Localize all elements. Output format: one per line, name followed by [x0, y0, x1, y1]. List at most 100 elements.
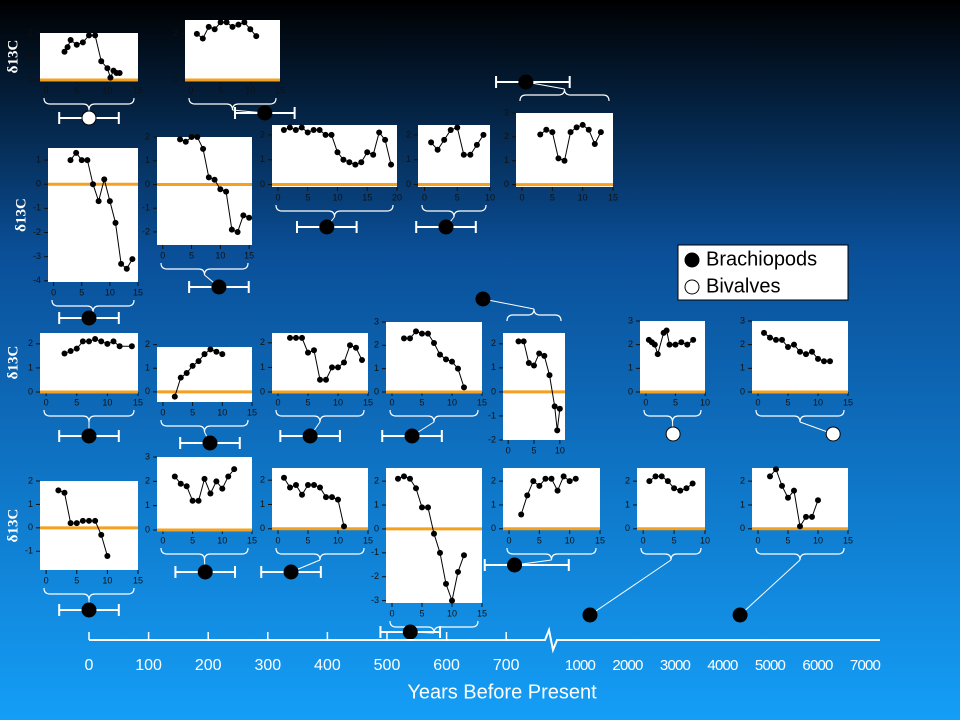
y-tick-label: 1 — [740, 363, 745, 373]
y-axis-label: δ13C — [5, 509, 21, 543]
data-point — [646, 478, 653, 485]
y-tick-label: 2 — [260, 129, 265, 139]
age-point — [475, 291, 491, 307]
y-tick-label: 1 — [374, 499, 379, 509]
data-point — [515, 338, 522, 345]
data-point — [118, 260, 125, 267]
x-tick-label: 0 — [160, 535, 165, 545]
data-point — [382, 136, 389, 143]
y-tick-label: 2 — [145, 476, 150, 486]
panel-frame — [640, 321, 705, 392]
y-tick-label: 1 — [491, 499, 496, 509]
data-point — [561, 157, 568, 164]
age-point — [211, 279, 227, 295]
data-point — [171, 393, 178, 400]
panel-frame — [752, 468, 848, 530]
data-point — [171, 473, 178, 480]
x-tick-label: 0 — [188, 85, 193, 95]
x-tick-label: 15 — [608, 192, 618, 202]
data-point — [193, 30, 200, 37]
data-point — [401, 473, 407, 480]
legend-label: Bivalves — [706, 275, 780, 297]
data-point — [189, 362, 196, 369]
data-point — [253, 33, 260, 40]
x-tick-label: 10 — [700, 535, 710, 545]
data-point — [425, 330, 431, 337]
data-point — [329, 364, 335, 371]
data-point — [334, 149, 341, 156]
x-tick-label: 10 — [578, 192, 588, 202]
x-tick-label: 10 — [813, 535, 823, 545]
data-point — [779, 336, 785, 343]
data-point — [293, 334, 299, 341]
data-point — [555, 155, 562, 162]
y-tick-label: 0 — [28, 522, 33, 532]
data-point — [211, 26, 218, 33]
data-point — [797, 348, 803, 355]
data-point — [195, 358, 202, 365]
y-tick-label: -1 — [25, 546, 33, 556]
y-tick-label: 1 — [625, 499, 630, 509]
data-point — [431, 340, 437, 346]
x-tick-label: 10 — [555, 445, 565, 455]
y-tick-label: 0 — [36, 179, 41, 189]
data-point — [177, 136, 184, 143]
x-tick-label: 15 — [363, 535, 373, 545]
data-point — [690, 336, 697, 343]
data-point — [323, 376, 329, 383]
connector — [739, 559, 801, 616]
y-tick-label: 1 — [36, 154, 41, 164]
panel-frame — [272, 125, 397, 187]
data-point — [467, 151, 474, 158]
y-tick-label: 2 — [625, 475, 630, 485]
data-point — [525, 360, 532, 367]
x-tick-label: 10 — [333, 535, 343, 545]
data-point — [219, 485, 226, 492]
data-point — [480, 131, 487, 138]
data-point — [791, 487, 797, 494]
panel-frame — [272, 468, 368, 530]
data-point — [293, 482, 299, 489]
data-point — [654, 351, 661, 358]
data-point — [104, 65, 111, 72]
x-axis-label: Years Before Present — [407, 681, 597, 703]
data-point — [579, 121, 586, 128]
panel-frame — [386, 322, 482, 392]
x-tick-label: 0 — [755, 397, 760, 407]
data-point — [129, 256, 136, 263]
data-point — [773, 466, 779, 473]
data-point — [428, 139, 435, 146]
data-point — [182, 138, 189, 145]
data-point — [292, 126, 299, 133]
data-point — [449, 597, 455, 604]
data-point — [401, 335, 407, 342]
x-tick-label: 400 — [314, 657, 341, 674]
data-point — [98, 338, 105, 345]
y-tick-label: 0 — [374, 386, 379, 396]
data-point — [567, 129, 574, 136]
x-tick-label: 100 — [135, 657, 162, 674]
data-point — [671, 485, 678, 492]
age-point — [257, 105, 273, 121]
x-tick-label: 5000 — [755, 657, 786, 674]
data-point — [358, 159, 365, 166]
x-tick-label: 5 — [74, 397, 79, 407]
y-tick-label: 2 — [145, 131, 150, 141]
x-tick-label: 5 — [419, 397, 424, 407]
data-point — [437, 549, 443, 556]
data-point — [335, 364, 341, 371]
error-bar — [483, 559, 570, 571]
data-line — [520, 475, 576, 515]
data-point — [524, 492, 531, 499]
x-tick-label: 5 — [672, 535, 677, 545]
y-tick-label: 0 — [504, 179, 509, 189]
x-tick-label: 0 — [507, 535, 512, 545]
data-point — [311, 482, 317, 489]
data-point — [797, 523, 803, 530]
y-tick-label: 0 — [740, 386, 745, 396]
data-point — [223, 188, 230, 195]
data-point — [536, 482, 543, 489]
data-point — [573, 124, 580, 131]
y-tick-label: 2 — [260, 337, 265, 347]
x-tick-label: 5 — [537, 535, 542, 545]
